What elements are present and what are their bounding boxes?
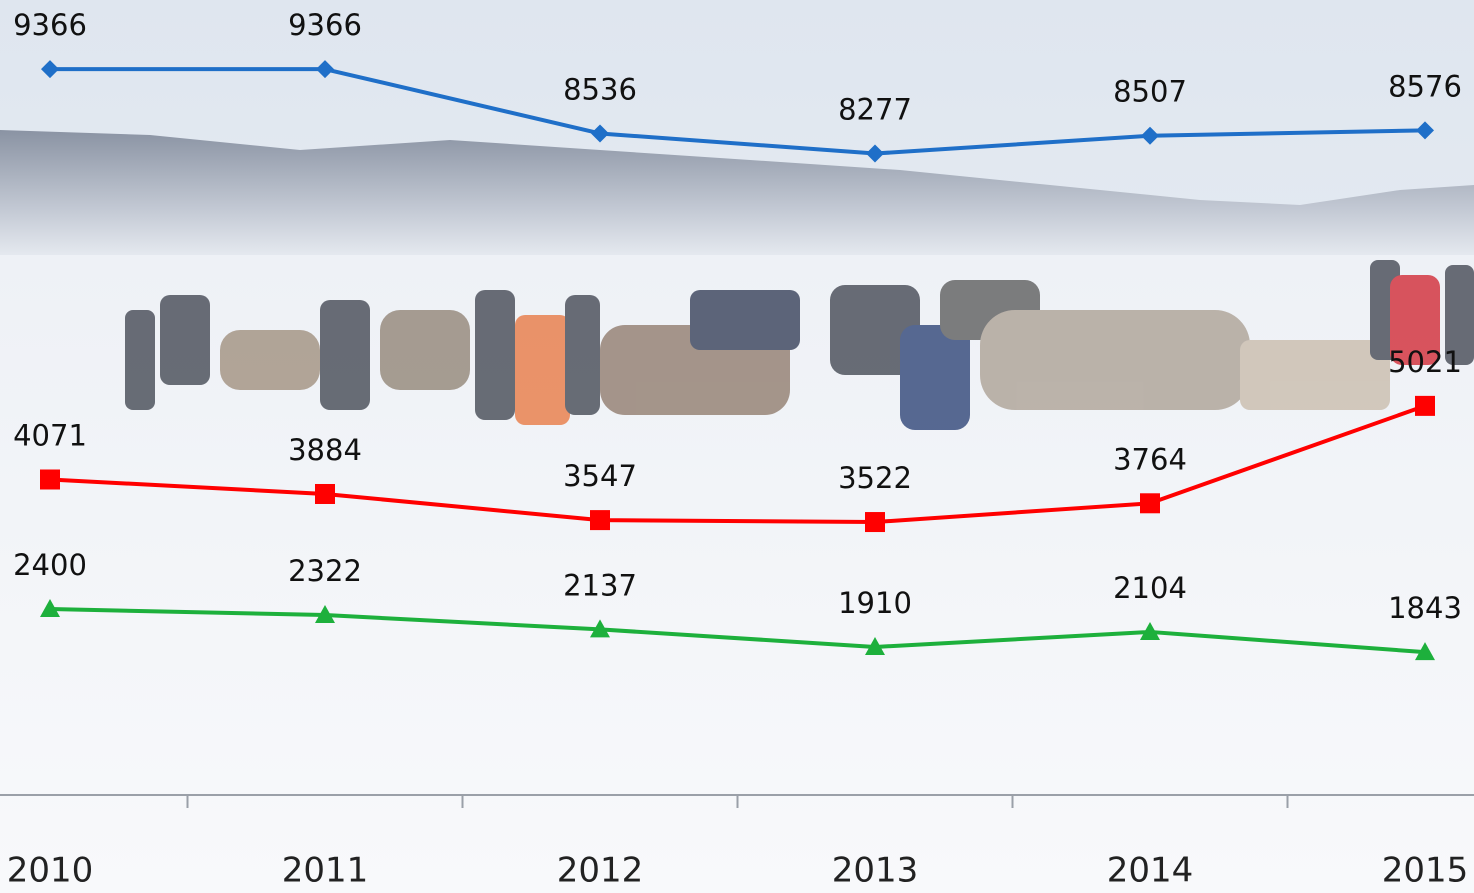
marker [40,469,60,490]
data-label: 3522 [838,461,912,495]
marker [1140,621,1160,640]
series-line [49,403,1426,525]
marker [866,144,884,163]
marker [316,60,334,79]
data-label: 2400 [13,548,87,582]
x-tick-label: 2014 [1107,851,1194,891]
marker [865,512,885,533]
data-label: 3547 [563,459,637,493]
marker [40,599,60,617]
x-tick-label: 2011 [282,851,369,891]
data-label: 9366 [288,8,362,42]
marker [591,124,609,143]
x-tick-label: 2010 [7,851,94,891]
series-line [49,607,1426,655]
data-label: 2322 [288,554,362,588]
data-label: 8507 [1113,75,1187,109]
series-line [50,67,1426,156]
data-label: 8576 [1388,69,1462,103]
data-label: 1910 [838,586,912,620]
marker [1415,642,1435,661]
data-label: 9366 [13,8,87,42]
marker [590,619,610,638]
data-label: 2137 [563,568,637,602]
data-label: 2104 [1113,571,1187,605]
data-label: 3884 [288,433,362,467]
data-label: 4071 [13,418,87,452]
marker [865,636,885,655]
marker [1415,395,1435,416]
marker [315,605,335,624]
marker [1141,126,1159,145]
x-tick-label: 2012 [557,851,644,891]
marker [1140,493,1160,514]
marker [315,483,335,504]
data-label: 8536 [563,72,637,106]
data-label: 3764 [1113,442,1187,476]
marker [590,510,610,531]
data-label: 8277 [838,93,912,127]
data-label: 5021 [1388,345,1462,379]
x-tick-label: 2015 [1382,851,1469,891]
marker [41,60,59,79]
marker [1416,121,1434,140]
data-label: 1843 [1388,591,1462,625]
x-tick-label: 2013 [832,851,919,891]
